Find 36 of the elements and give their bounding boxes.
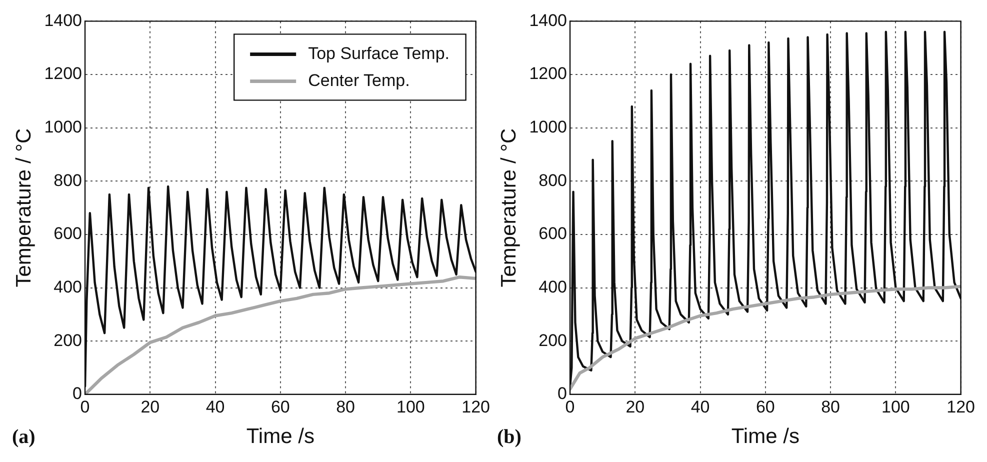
y-tick-label: 1200 bbox=[529, 64, 568, 84]
y-tick-label: 0 bbox=[72, 384, 82, 404]
y-tick-label: 1000 bbox=[44, 118, 82, 137]
y-tick-label: 600 bbox=[538, 224, 568, 244]
x-tick-label: 120 bbox=[946, 397, 976, 416]
legend-label: Top Surface Temp. bbox=[308, 44, 450, 63]
x-tick-label: 120 bbox=[462, 397, 490, 416]
y-tick-label: 400 bbox=[54, 277, 82, 296]
y-tick-label: 1200 bbox=[44, 64, 82, 84]
x-tick-label: 40 bbox=[206, 397, 225, 416]
y-tick-label: 200 bbox=[54, 330, 82, 350]
x-axis-title: Time /s bbox=[246, 425, 314, 448]
x-tick-label: 100 bbox=[881, 397, 910, 416]
x-axis-title: Time /s bbox=[731, 425, 800, 448]
y-tick-label: 800 bbox=[538, 170, 568, 190]
y-tick-label: 1000 bbox=[529, 118, 568, 137]
text: (a) bbox=[12, 426, 36, 448]
x-tick-label: 40 bbox=[690, 397, 710, 416]
y-tick-label: 0 bbox=[558, 384, 568, 404]
y-tick-label: 400 bbox=[538, 277, 568, 296]
x-tick-label: 80 bbox=[821, 397, 840, 416]
y-axis-title: Temperature / °C bbox=[12, 128, 36, 288]
x-tick-label: 80 bbox=[336, 397, 356, 416]
x-tick-label: 20 bbox=[140, 397, 160, 416]
x-tick-label: 100 bbox=[396, 397, 425, 416]
x-tick-label: 20 bbox=[626, 397, 645, 416]
y-tick-label: 600 bbox=[54, 224, 82, 244]
text: (b) bbox=[497, 426, 522, 448]
y-axis-title: Temperature / °C bbox=[497, 128, 520, 288]
y-tick-label: 1400 bbox=[529, 10, 568, 30]
y-tick-label: 800 bbox=[54, 170, 82, 190]
y-tick-label: 200 bbox=[538, 330, 568, 350]
x-tick-label: 60 bbox=[270, 397, 290, 416]
y-tick-label: 1400 bbox=[44, 10, 82, 30]
x-tick-label: 60 bbox=[756, 397, 775, 416]
legend-label: Center Temp. bbox=[308, 70, 410, 90]
